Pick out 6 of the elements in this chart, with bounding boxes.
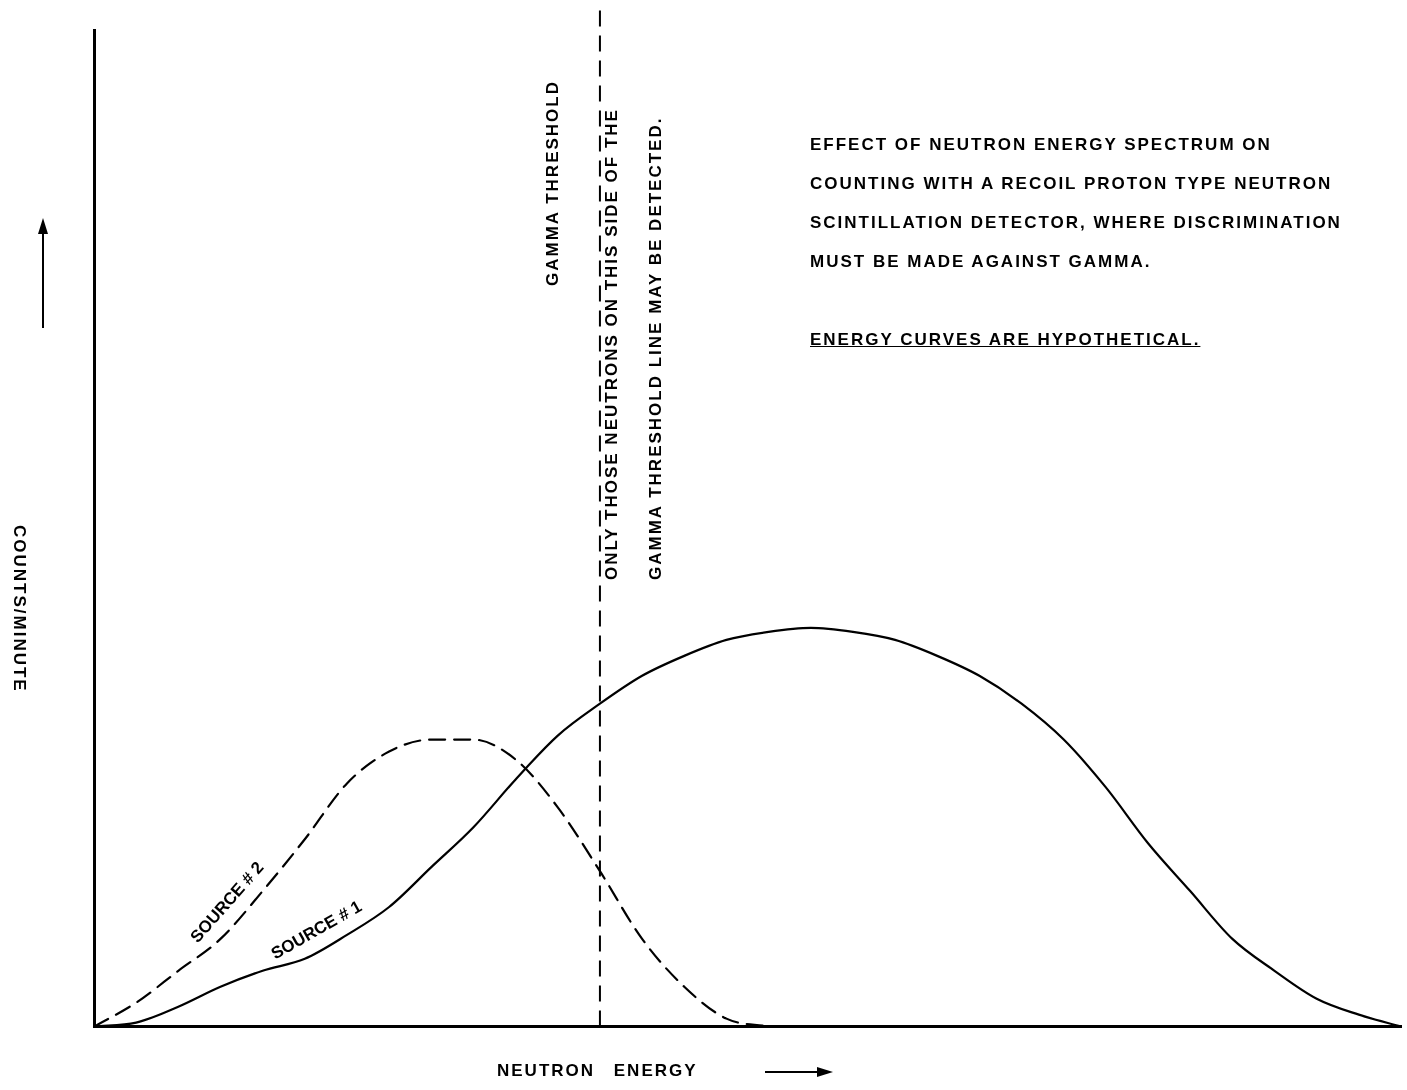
text: ONLY THOSE NEUTRONS ON THIS SIDE OF THE GAMMA THRESHOLD LINE MAY BE DETECTED. [602, 108, 665, 580]
text: ENERGY CURVES ARE HYPOTHETICAL. [810, 329, 1201, 351]
y-axis-title: COUNTS/MINUTE [9, 525, 30, 693]
text: EFFECT OF NEUTRON ENERGY SPECTRUM ON COUNTING WITH A RECOIL PROTON TYPE NEUTRON SCINTILLATION DETECTOR, WHERE DISCRIMINATION MUST BE MADE AGAINST GAMMA. [810, 134, 1343, 273]
x-axis-title: NEUTRON ENERGY [497, 1060, 698, 1082]
text: GAMMA THRESHOLD [542, 76, 564, 290]
